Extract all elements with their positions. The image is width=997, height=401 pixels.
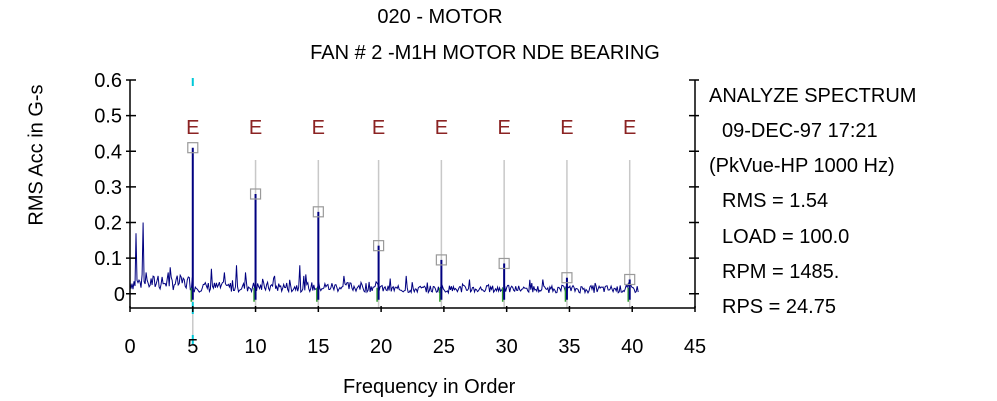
fault-marker-label: E — [435, 117, 448, 139]
load-readout: LOAD = 100.0 — [722, 226, 850, 248]
x-tick-label: 15 — [307, 336, 329, 358]
peak-marker-box — [561, 272, 573, 284]
fault-marker-label: E — [312, 117, 325, 139]
y-tick-label: 0.1 — [94, 248, 122, 270]
analysis-mode: ANALYZE SPECTRUM — [709, 85, 917, 107]
x-tick-label: 20 — [370, 336, 392, 358]
date-time: 09-DEC-97 17:21 — [722, 120, 878, 142]
peak-marker-box — [373, 240, 385, 252]
rpm-readout: RPM = 1485. — [722, 261, 840, 283]
x-tick-label: 40 — [621, 336, 643, 358]
peak-marker-box — [624, 273, 636, 286]
mode-detail: (PkVue-HP 1000 Hz) — [709, 155, 895, 177]
chart-subtitle: FAN # 2 -M1H MOTOR NDE BEARING — [310, 42, 660, 64]
fault-marker-label: E — [249, 117, 262, 139]
x-tick-label: 25 — [433, 336, 455, 358]
x-tick-label: 45 — [684, 336, 706, 358]
y-tick-label: 0.3 — [94, 177, 122, 199]
peak-marker-box — [435, 254, 447, 266]
y-tick-label: 0.2 — [94, 213, 122, 235]
x-tick-label: 5 — [187, 336, 198, 358]
fault-marker-label: E — [372, 117, 385, 139]
rps-readout: RPS = 24.75 — [722, 296, 836, 318]
peak-marker-box — [249, 188, 262, 200]
y-tick-label: 0 — [114, 284, 125, 306]
peak-marker-box — [187, 142, 199, 154]
fault-marker-label: E — [186, 117, 199, 139]
chart-title: 020 - MOTOR — [377, 6, 503, 28]
peak-marker-box — [498, 257, 510, 270]
x-tick-label: 10 — [244, 336, 266, 358]
x-tick-label: 30 — [496, 336, 518, 358]
fault-marker-label: E — [623, 117, 636, 139]
fault-marker-label: E — [497, 117, 510, 139]
peak-marker-box — [312, 206, 324, 218]
fault-marker-label: E — [560, 117, 573, 139]
spectrum-noise-line — [129, 222, 639, 295]
x-tick-label: 0 — [124, 336, 135, 358]
y-tick-label: 0.5 — [94, 106, 122, 128]
y-tick-label: 0.4 — [94, 141, 122, 163]
rms-readout: RMS = 1.54 — [722, 190, 829, 212]
y-tick-label: 0.6 — [94, 70, 122, 92]
x-tick-label: 35 — [558, 336, 580, 358]
x-axis-label: Frequency in Order — [343, 376, 516, 398]
